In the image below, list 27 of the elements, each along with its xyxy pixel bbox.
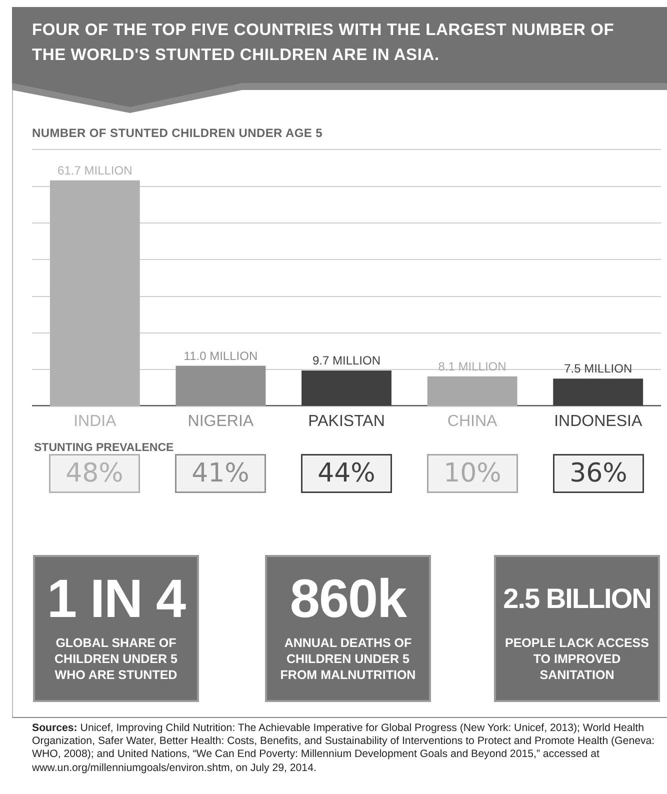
bar bbox=[427, 376, 518, 406]
stat-card: 860k ANNUAL DEATHS OF CHILDREN UNDER 5 FROM MALNUTRITION bbox=[265, 555, 431, 702]
stat-card: 2.5 BILLION PEOPLE LACK ACCESS TO IMPROVED SANITATION bbox=[494, 555, 660, 702]
text: 48% bbox=[66, 458, 124, 488]
text: 36% bbox=[570, 458, 628, 488]
x-tick-label: CHINA bbox=[447, 413, 498, 430]
text: STUNTING PREVALENCE bbox=[34, 442, 174, 454]
bar bbox=[176, 366, 266, 406]
data-label: 61.7 MILLION bbox=[58, 163, 132, 178]
bar bbox=[553, 378, 644, 406]
data-label: 8.1 MILLION bbox=[438, 359, 506, 374]
source-note: Sources: Unicef, Improving Child Nutrition: The Achievable Imperative for Global Progress (New York: Unicef, 2013); World Health Organization, Safer Water, Better Health: Costs, Benefits, and Sustainability of Interventions to Protect and Promote Health (Geneva: WHO, 2008); and United Nations, “We Can End Poverty: Millennium Development Goals and Beyond 2015,” accessed at www.un.org/millenniumgoals/environ.shtm, on July 29, 2014. bbox=[32, 722, 656, 775]
data-label: 11.0 MILLION bbox=[184, 348, 258, 363]
stat-card: 1 IN 4 GLOBAL SHARE OF CHILDREN UNDER 5 WHO ARE STUNTED bbox=[33, 555, 199, 702]
chart-subtitle: NUMBER OF STUNTED CHILDREN UNDER AGE 5 bbox=[32, 126, 322, 140]
x-tick-label: INDIA bbox=[74, 413, 117, 430]
x-tick-label: PAKISTAN bbox=[308, 413, 385, 430]
text: 44% bbox=[318, 458, 376, 488]
data-label: 7.5 MILLION bbox=[564, 362, 632, 376]
x-tick-label: NIGERIA bbox=[188, 413, 254, 430]
chart-title: FOUR OF THE TOP FIVE COUNTRIES WITH THE LARGEST NUMBER OF THE WORLD'S STUNTED CHILDREN ARE IN ASIA. bbox=[32, 20, 616, 66]
x-tick-label: INDONESIA bbox=[554, 413, 642, 430]
bar bbox=[302, 370, 392, 406]
text: 10% bbox=[444, 458, 502, 488]
text: 41% bbox=[192, 458, 250, 488]
data-label: 9.7 MILLION bbox=[312, 354, 381, 368]
bar bbox=[50, 180, 140, 406]
